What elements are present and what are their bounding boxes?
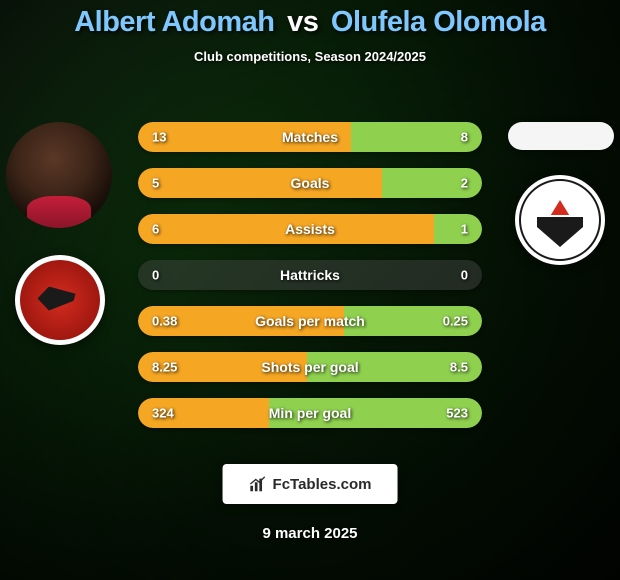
- stat-value-right: 8: [461, 130, 468, 145]
- brand-chart-icon: [249, 475, 267, 493]
- stat-label: Hattricks: [280, 267, 340, 283]
- stat-value-right: 0: [461, 268, 468, 283]
- stat-row: Matches 13 8: [138, 122, 482, 152]
- stat-value-left: 0: [152, 268, 159, 283]
- player2-avatar-placeholder: [508, 122, 614, 150]
- stat-value-right: 1: [461, 222, 468, 237]
- brand-badge[interactable]: FcTables.com: [223, 464, 398, 504]
- stat-row: Min per goal 324 523: [138, 398, 482, 428]
- stat-row: Goals 5 2: [138, 168, 482, 198]
- comparison-title: Albert Adomah vs Olufela Olomola: [0, 6, 620, 39]
- player2-name: Olufela Olomola: [331, 6, 546, 38]
- stat-value-left: 13: [152, 130, 166, 145]
- player1-club-badge: [15, 255, 105, 345]
- stat-label: Shots per goal: [261, 359, 358, 375]
- stat-label: Min per goal: [269, 405, 351, 421]
- stat-fill-right: [434, 214, 482, 244]
- stat-row: Hattricks 0 0: [138, 260, 482, 290]
- player2-club-badge: [515, 175, 605, 265]
- stat-fill-left: [138, 168, 382, 198]
- stat-value-left: 0.38: [152, 314, 177, 329]
- main-container: Albert Adomah vs Olufela Olomola Club co…: [0, 0, 620, 580]
- stat-label: Goals: [291, 175, 330, 191]
- stat-value-right: 523: [446, 406, 468, 421]
- player1-avatar: [6, 122, 112, 228]
- stat-value-left: 5: [152, 176, 159, 191]
- stat-label: Goals per match: [255, 313, 365, 329]
- brand-label: FcTables.com: [273, 476, 372, 493]
- stat-value-left: 6: [152, 222, 159, 237]
- stat-value-right: 8.5: [450, 360, 468, 375]
- club-badge-shield: [537, 197, 583, 247]
- season-subtitle: Club competitions, Season 2024/2025: [0, 49, 620, 64]
- stat-row: Assists 6 1: [138, 214, 482, 244]
- vs-separator: vs: [287, 6, 318, 38]
- player1-name: Albert Adomah: [74, 6, 274, 38]
- stat-value-right: 0.25: [443, 314, 468, 329]
- stats-list: Matches 13 8 Goals 5 2 Assists 6 1 Hattricks 0 0 Goa…: [138, 122, 482, 444]
- generation-date: 9 march 2025: [262, 525, 357, 542]
- stat-value-right: 2: [461, 176, 468, 191]
- stat-row: Shots per goal 8.25 8.5: [138, 352, 482, 382]
- stat-value-left: 8.25: [152, 360, 177, 375]
- stat-row: Goals per match 0.38 0.25: [138, 306, 482, 336]
- stat-label: Assists: [285, 221, 335, 237]
- stat-label: Matches: [282, 129, 338, 145]
- stat-value-left: 324: [152, 406, 174, 421]
